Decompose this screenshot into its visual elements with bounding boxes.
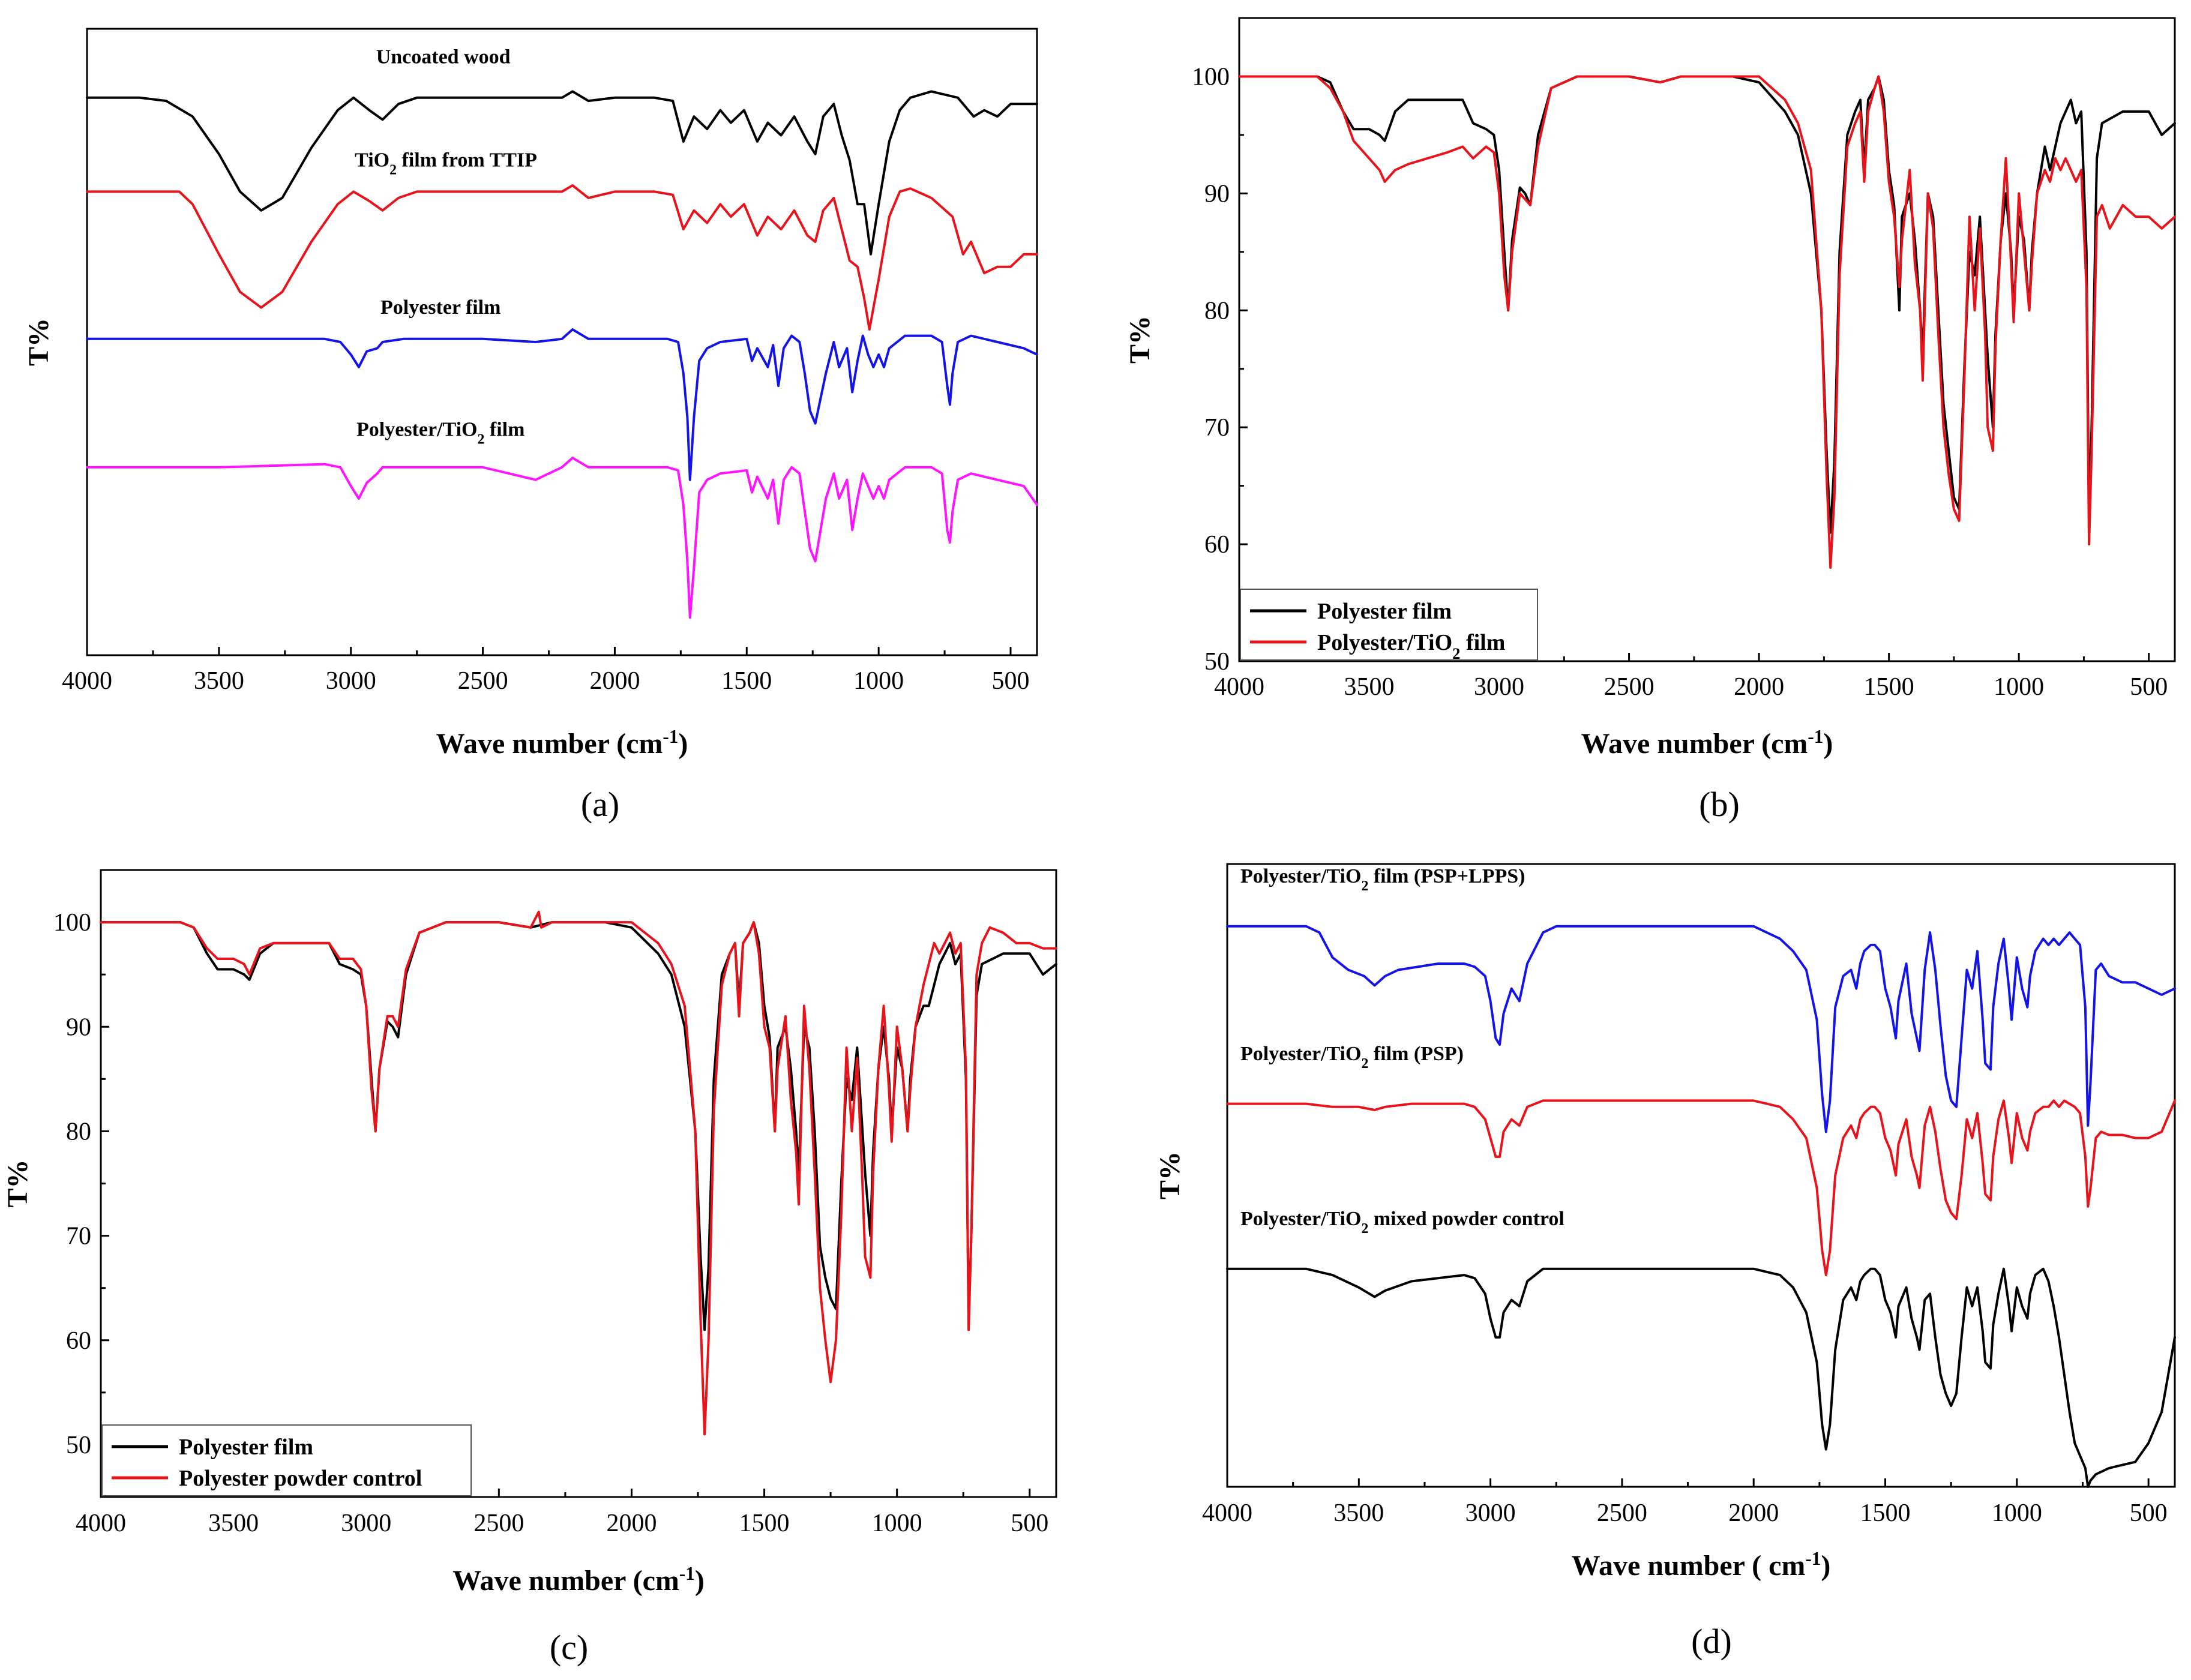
chart-panel-c: 4000 3500 3000 2500 2000 1500 1000 500 50 60 70 80 9…	[2, 869, 1057, 1667]
x-tick-label: 2000	[1734, 673, 1784, 701]
y-axis-title: T%	[1154, 1151, 1186, 1199]
x-tick-label: 3500	[194, 667, 244, 695]
series-line-3	[86, 328, 1038, 481]
plot-frame	[1226, 863, 2176, 1488]
x-axis-title: Wave number (cm-1)	[436, 726, 688, 760]
series-line-2	[86, 184, 1038, 331]
x-tick-label: 3500	[1344, 673, 1395, 701]
chart-panel-d: 4000 3500 3000 2500 2000 1500 1000 500 Polyester…	[1154, 863, 2176, 1661]
legend-entry-label: Polyester film	[1317, 599, 1452, 624]
y-tick-label: 60	[66, 1327, 91, 1355]
legend: Polyester film Polyester/TiO2 film	[1240, 589, 1538, 662]
y-tick-label: 80	[66, 1118, 91, 1145]
legend-entry-label: Polyester/TiO2 film	[1317, 630, 1505, 662]
legend-entry-label: Polyester powder control	[179, 1466, 422, 1491]
x-tick-label: 2500	[458, 667, 508, 695]
x-tick-label: 4000	[62, 667, 112, 695]
x-tick-label: 500	[2130, 673, 2168, 701]
x-tick-label: 1500	[721, 667, 772, 695]
plot-frame	[1238, 17, 2176, 662]
y-tick-label: 50	[1204, 648, 1230, 676]
series-line-2	[100, 910, 1057, 1436]
x-tick-label: 3000	[1474, 673, 1524, 701]
x-tick-label: 3000	[1465, 1499, 1516, 1527]
series-label: Polyester/TiO2 film	[356, 419, 524, 448]
x-tick-label: 2000	[1728, 1499, 1779, 1527]
x-tick-label: 1000	[872, 1510, 922, 1537]
series-line-1	[86, 90, 1038, 256]
series-line-1	[100, 921, 1057, 1331]
series-label: Polyester/TiO2 film (PSP)	[1240, 1043, 1464, 1072]
series-label: Polyester/TiO2 mixed powder control	[1240, 1208, 1564, 1237]
x-tick-label: 2000	[589, 667, 640, 695]
y-axis-title: T%	[1124, 316, 1156, 364]
x-tick-label: 1500	[1864, 673, 1914, 701]
y-tick-label: 70	[66, 1223, 91, 1250]
y-axis-title: T%	[2, 1159, 34, 1207]
x-tick-label: 3000	[341, 1510, 391, 1537]
series-label: Uncoated wood	[376, 46, 511, 68]
x-tick-label: 2500	[1604, 673, 1655, 701]
legend-box	[1240, 589, 1538, 661]
x-tick-label: 3500	[208, 1510, 259, 1537]
y-tick-label: 70	[1204, 414, 1230, 442]
x-tick-label: 1500	[739, 1510, 790, 1537]
x-tick-label: 500	[992, 667, 1030, 695]
x-tick-label: 2500	[473, 1510, 524, 1537]
series-label: Polyester film	[380, 296, 500, 319]
plot-frame	[86, 28, 1038, 656]
chart-panel-b: 4000 3500 3000 2500 2000 1500 1000 500 50 60 70 80 9…	[1124, 17, 2176, 824]
x-tick-label: 1000	[853, 667, 904, 695]
y-tick-label: 100	[53, 909, 91, 937]
x-tick-label: 4000	[1214, 673, 1264, 701]
series-line-2	[1238, 75, 2176, 569]
legend: Polyester film Polyester powder control	[101, 1424, 472, 1496]
y-tick-label: 60	[1204, 531, 1230, 559]
x-axis-title: Wave number (cm-1)	[1581, 726, 1833, 760]
y-axis-title: T%	[23, 318, 55, 366]
chart-panel-a: 4000 3500 3000 2500 2000 1500 1000 500 Uncoated …	[23, 28, 1038, 824]
series-line-4	[86, 457, 1038, 619]
x-tick-label: 500	[1011, 1510, 1048, 1537]
x-tick-label: 1000	[1994, 673, 2044, 701]
x-axis-title: Wave number ( cm-1)	[1572, 1548, 1831, 1582]
y-tick-label: 80	[1204, 297, 1230, 325]
y-tick-label: 100	[1192, 63, 1230, 91]
x-tick-label: 4000	[76, 1510, 126, 1537]
y-tick-label: 90	[1204, 180, 1230, 208]
series-label: TiO2 film from TTIP	[355, 149, 537, 178]
x-tick-label: 1000	[1992, 1499, 2042, 1527]
series-line-1	[1238, 75, 2176, 534]
series-label: Polyester/TiO2 film (PSP+LPPS)	[1240, 865, 1525, 894]
x-tick-label: 4000	[1202, 1499, 1252, 1527]
panel-label: (b)	[1699, 785, 1740, 824]
y-tick-label: 90	[66, 1013, 91, 1041]
panel-label: (c)	[550, 1628, 588, 1667]
panel-label: (a)	[581, 785, 619, 824]
x-tick-label: 2000	[606, 1510, 657, 1537]
y-tick-label: 50	[66, 1432, 91, 1459]
x-tick-label: 500	[2130, 1499, 2168, 1527]
x-tick-label: 2500	[1597, 1499, 1647, 1527]
panel-label: (d)	[1691, 1622, 1732, 1661]
x-tick-label: 1500	[1860, 1499, 1911, 1527]
x-tick-label: 3500	[1333, 1499, 1384, 1527]
series-line-1	[1226, 925, 2176, 1133]
legend-box	[101, 1424, 472, 1496]
x-tick-label: 3000	[326, 667, 376, 695]
legend-entry-label: Polyester film	[179, 1435, 313, 1460]
x-axis-title: Wave number (cm-1)	[452, 1563, 705, 1597]
series-line-3	[1226, 1267, 2176, 1488]
series-line-2	[1226, 1099, 2176, 1277]
